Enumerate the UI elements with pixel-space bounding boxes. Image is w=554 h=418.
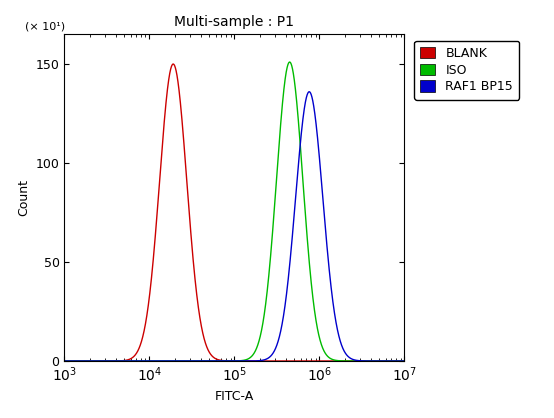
Text: (× 10¹): (× 10¹) [25, 21, 65, 31]
Title: Multi-sample : P1: Multi-sample : P1 [175, 15, 294, 29]
Legend: BLANK, ISO, RAF1 BP15: BLANK, ISO, RAF1 BP15 [414, 41, 519, 99]
Y-axis label: Count: Count [17, 179, 30, 216]
X-axis label: FITC-A: FITC-A [215, 390, 254, 403]
